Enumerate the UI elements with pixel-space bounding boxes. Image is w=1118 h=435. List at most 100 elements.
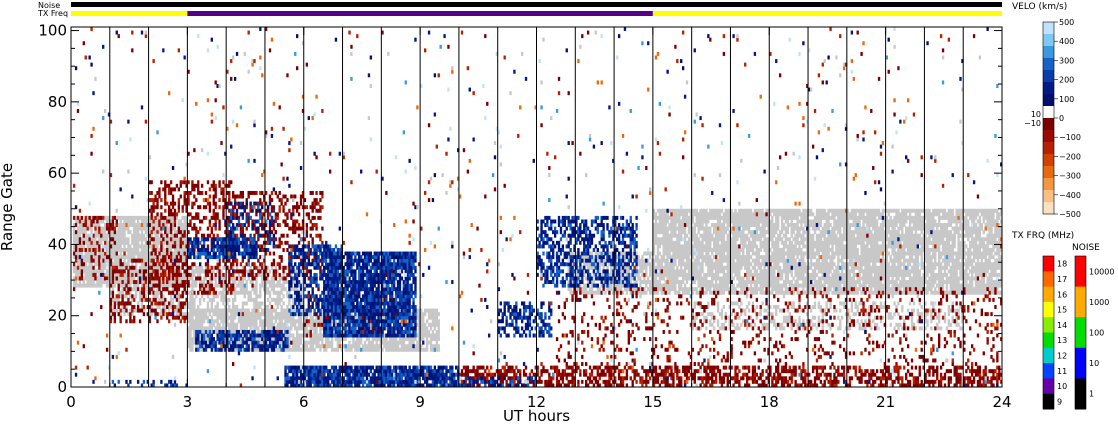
range-gate-cell — [197, 265, 200, 270]
range-gate-cell — [734, 226, 737, 231]
range-gate-cell — [127, 255, 130, 260]
range-gate-cell — [286, 294, 289, 299]
range-gate-cell — [214, 326, 217, 331]
range-gate-cell — [705, 262, 708, 267]
range-gate-cell — [722, 287, 726, 292]
range-gate-cell — [734, 244, 737, 249]
range-gate-cell — [720, 240, 724, 245]
range-gate-cell — [827, 223, 830, 227]
range-gate-cell — [681, 258, 685, 263]
range-gate-cell — [689, 237, 693, 242]
range-gate-cell — [681, 262, 685, 267]
range-gate-cell — [297, 340, 301, 345]
range-gate-cell — [249, 297, 252, 302]
range-gate-cell — [724, 258, 727, 263]
range-gate-cell — [117, 240, 120, 245]
range-gate-cell — [123, 226, 126, 231]
range-gate-cell — [195, 269, 198, 274]
range-gate-cell — [406, 319, 409, 324]
range-gate-cell — [705, 251, 708, 256]
range-gate-cell — [736, 215, 739, 220]
range-gate-cell — [734, 223, 737, 227]
range-gate-cell — [200, 287, 204, 292]
range-gate-cell — [111, 287, 115, 292]
range-gate-cell — [76, 247, 80, 252]
range-gate-cell — [670, 230, 673, 235]
range-gate-cell — [385, 326, 388, 331]
range-gate-cell — [809, 255, 813, 260]
range-gate-cell — [295, 287, 299, 292]
range-gate-cell — [742, 287, 745, 292]
range-gate-cell — [809, 208, 813, 213]
range-gate-cell — [695, 215, 698, 220]
range-gate-cell — [274, 315, 277, 320]
range-gate-cell — [802, 262, 805, 267]
range-gate-cell — [253, 319, 256, 324]
range-gate-cell — [109, 230, 113, 235]
range-gate-cell — [193, 340, 196, 345]
range-gate-cell — [687, 237, 691, 242]
range-gate-cell — [72, 283, 76, 288]
range-gate-cell — [278, 297, 281, 302]
range-gate-cell — [282, 326, 285, 331]
range-gate-cell — [400, 340, 404, 345]
range-gate-cell — [759, 280, 762, 285]
range-gate-cell — [773, 280, 776, 285]
range-gate-cell — [835, 244, 838, 249]
range-gate-cell — [718, 244, 722, 249]
range-gate-cell — [239, 326, 243, 331]
range-gate-cell — [761, 240, 764, 245]
range-gate-cell — [166, 272, 169, 277]
range-gate-cell — [749, 219, 753, 224]
range-gate-cell — [247, 315, 250, 320]
range-gate-cell — [786, 237, 790, 242]
range-gate-cell — [233, 329, 237, 334]
range-gate-cell — [135, 223, 138, 227]
range-gate-cell — [831, 280, 834, 285]
range-gate-cell — [140, 233, 144, 238]
range-gate-cell — [823, 247, 826, 252]
range-gate-cell — [670, 233, 673, 238]
range-gate-cell — [321, 333, 324, 338]
range-gate-cell — [381, 337, 384, 342]
range-gate-cell — [660, 230, 663, 235]
range-gate-cell — [809, 251, 813, 256]
range-gate-cell — [214, 308, 217, 313]
range-gate-cell — [782, 280, 786, 285]
range-gate-cell — [239, 340, 243, 345]
range-gate-cell — [276, 269, 279, 274]
range-gate-cell — [683, 244, 687, 249]
range-gate-cell — [154, 280, 157, 285]
range-gate-cell — [771, 215, 774, 220]
range-gate-cell — [718, 258, 722, 263]
range-gate-cell — [309, 319, 312, 324]
range-gate-cell — [753, 233, 757, 238]
range-gate-cell — [730, 230, 733, 235]
range-gate-cell — [811, 212, 815, 217]
range-gate-cell — [676, 269, 679, 274]
range-gate-cell — [309, 347, 312, 352]
range-gate-cell — [105, 215, 109, 220]
range-gate-cell — [670, 219, 673, 224]
range-gate-cell — [714, 212, 718, 217]
range-gate-cell — [251, 287, 254, 292]
range-gate-cell — [811, 262, 815, 267]
range-gate-cell — [284, 347, 287, 352]
range-gate-cell — [823, 226, 826, 231]
range-gate-cell — [806, 212, 809, 217]
range-gate-cell — [255, 294, 258, 299]
range-gate-cell — [744, 226, 747, 231]
range-gate-cell — [786, 247, 790, 252]
range-gate-cell — [96, 223, 99, 227]
range-gate-cell — [288, 315, 291, 320]
range-gate-cell — [123, 219, 126, 224]
range-gate-cell — [394, 337, 398, 342]
range-gate-cell — [815, 219, 819, 224]
range-gate-cell — [166, 283, 169, 288]
range-gate-cell — [257, 294, 260, 299]
range-gate-cell — [782, 208, 786, 213]
range-gate-cell — [676, 251, 679, 256]
range-gate-cell — [261, 276, 264, 281]
range-gate-cell — [782, 244, 786, 249]
range-gate-cell — [431, 322, 435, 327]
